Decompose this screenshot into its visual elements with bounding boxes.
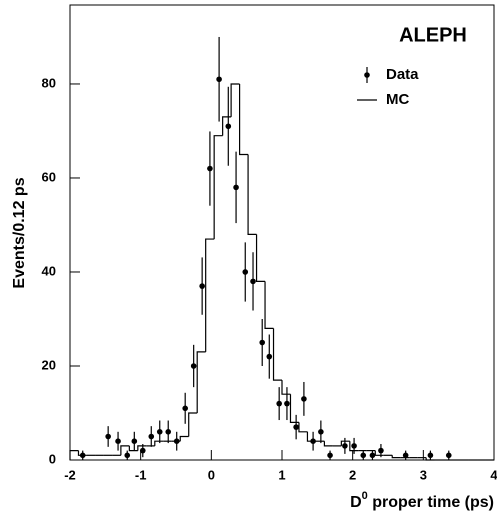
- histogram-bin: [272, 328, 282, 381]
- y-tick-label: 80: [42, 75, 56, 90]
- data-point: [342, 443, 348, 449]
- histogram-bin: [137, 445, 147, 451]
- y-axis-label: Events/0.12 ps: [11, 177, 28, 288]
- data-point: [242, 269, 249, 275]
- data-point: [165, 428, 172, 435]
- x-tick-label: 2: [349, 467, 356, 482]
- histogram-bin: [196, 351, 206, 413]
- data-point: [259, 339, 266, 346]
- x-tick-label: -1: [135, 467, 147, 482]
- data-point: [216, 76, 222, 83]
- data-point: [207, 165, 213, 172]
- y-tick-label: 20: [42, 357, 56, 372]
- data-point: [131, 438, 138, 444]
- data-point: [182, 405, 188, 412]
- data-point: [360, 452, 367, 459]
- histogram-bin: [281, 380, 291, 395]
- data-point: [199, 283, 205, 289]
- x-tick-label: 4: [490, 467, 497, 482]
- data-point: [225, 123, 232, 130]
- annotation: ALEPH: [399, 24, 467, 46]
- data-point: [327, 452, 333, 459]
- legend-label: Data: [386, 66, 419, 83]
- data-point: [284, 400, 290, 407]
- x-label-rest: proper time (ps): [368, 494, 494, 511]
- data-point: [427, 452, 434, 459]
- histogram-bin: [230, 83, 240, 117]
- data-point: [156, 428, 163, 435]
- data-point: [115, 438, 121, 444]
- histogram-bin: [213, 135, 223, 240]
- y-tick-label: 0: [49, 451, 56, 466]
- data-point: [293, 424, 299, 430]
- y-tick-label: 60: [42, 169, 56, 184]
- data-point: [139, 447, 146, 454]
- data-point: [369, 452, 376, 459]
- histogram-bin: [289, 394, 299, 423]
- data-point: [148, 433, 155, 440]
- x-tick-label: 0: [208, 467, 215, 482]
- histogram-bin: [239, 83, 249, 156]
- data-point: [351, 443, 357, 449]
- histogram-bin: [306, 431, 316, 442]
- histogram-bin: [340, 440, 350, 446]
- histogram-bin: [120, 445, 130, 456]
- x-label-sup: 0: [362, 490, 368, 502]
- histogram-bin: [222, 116, 232, 136]
- histogram-bin: [205, 238, 215, 352]
- histogram-bin: [349, 441, 359, 452]
- data-point: [276, 400, 282, 407]
- data-point: [233, 184, 239, 191]
- histogram-bin: [188, 412, 198, 437]
- data-point: [378, 447, 384, 454]
- data-point: [445, 452, 452, 459]
- x-tick-label: -2: [64, 467, 76, 482]
- data-point: [318, 428, 324, 435]
- histogram-bin: [77, 450, 87, 456]
- x-label-base: D: [350, 494, 362, 511]
- histogram-bin: [154, 440, 164, 446]
- legend-symbol: [364, 72, 370, 78]
- histogram-bin: [425, 457, 435, 461]
- y-tick-label: 40: [42, 263, 56, 278]
- histogram-bin: [298, 422, 308, 433]
- histogram-bin: [391, 455, 401, 459]
- histogram-bin: [255, 234, 266, 282]
- histogram-bin: [179, 435, 189, 442]
- data-point: [250, 278, 256, 285]
- histogram-bin: [264, 281, 274, 329]
- histogram-bin: [69, 449, 79, 460]
- data-point: [124, 452, 131, 459]
- data-point: [301, 396, 307, 402]
- data-point: [266, 353, 273, 360]
- x-tick-label: 1: [278, 467, 285, 482]
- histogram-bin: [323, 441, 333, 447]
- x-tick-label: 3: [420, 467, 427, 482]
- data-point: [105, 433, 111, 440]
- data-point: [402, 452, 409, 459]
- histogram-bin: [247, 154, 257, 235]
- histogram-bin: [374, 450, 384, 456]
- legend-label: MC: [386, 91, 409, 108]
- histogram-bin: [128, 445, 138, 452]
- data-point: [190, 363, 197, 369]
- x-axis-label: D0 proper time (ps): [350, 490, 494, 511]
